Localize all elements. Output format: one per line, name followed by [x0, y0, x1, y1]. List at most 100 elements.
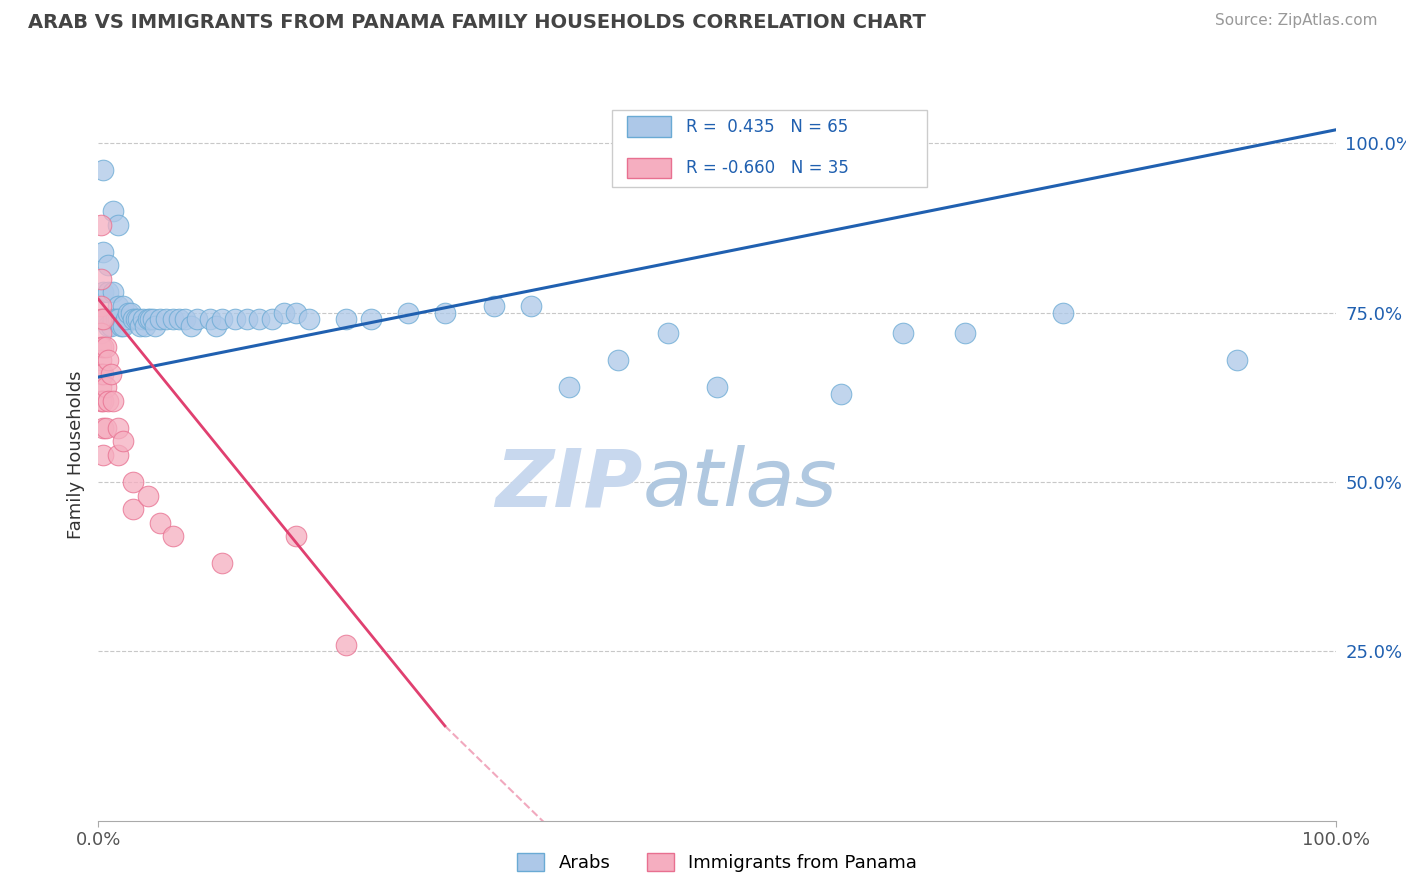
- Point: [97, 353, 120, 368]
- Point: [90, 340, 112, 354]
- Point: [273, 306, 295, 320]
- Point: [396, 306, 419, 320]
- Point: [211, 556, 233, 570]
- Point: [104, 312, 127, 326]
- Point: [97, 285, 120, 300]
- Point: [139, 312, 162, 326]
- Point: [97, 319, 120, 334]
- Point: [607, 353, 630, 368]
- Point: [484, 299, 506, 313]
- Point: [93, 285, 115, 300]
- Point: [94, 380, 117, 394]
- Point: [706, 380, 728, 394]
- Point: [136, 489, 159, 503]
- FancyBboxPatch shape: [612, 111, 928, 187]
- Point: [93, 421, 115, 435]
- Point: [129, 319, 152, 334]
- Point: [110, 319, 132, 334]
- Point: [335, 312, 357, 326]
- Point: [114, 312, 136, 326]
- Point: [136, 312, 159, 326]
- Text: atlas: atlas: [643, 445, 838, 524]
- Point: [93, 163, 115, 178]
- Point: [94, 312, 117, 326]
- Point: [112, 299, 135, 313]
- Point: [155, 312, 177, 326]
- Point: [335, 638, 357, 652]
- Point: [93, 312, 115, 326]
- Point: [120, 306, 142, 320]
- Point: [90, 326, 112, 340]
- Point: [433, 306, 456, 320]
- Point: [247, 312, 270, 326]
- Point: [149, 312, 172, 326]
- Point: [107, 448, 129, 462]
- Point: [520, 299, 543, 313]
- Point: [360, 312, 382, 326]
- Point: [162, 529, 184, 543]
- Legend: Arabs, Immigrants from Panama: Arabs, Immigrants from Panama: [508, 844, 927, 881]
- Point: [103, 312, 125, 326]
- Point: [90, 380, 112, 394]
- Point: [97, 393, 120, 408]
- Point: [198, 312, 221, 326]
- Point: [90, 218, 112, 232]
- Point: [205, 319, 228, 334]
- Point: [107, 312, 129, 326]
- Point: [100, 319, 122, 334]
- Point: [90, 299, 112, 313]
- Point: [149, 516, 172, 530]
- Point: [167, 312, 190, 326]
- Point: [122, 312, 145, 326]
- Point: [122, 475, 145, 489]
- Point: [211, 312, 233, 326]
- Point: [93, 244, 115, 259]
- Point: [891, 326, 914, 340]
- Point: [103, 204, 125, 219]
- FancyBboxPatch shape: [627, 116, 671, 136]
- Point: [93, 393, 115, 408]
- Text: Source: ZipAtlas.com: Source: ZipAtlas.com: [1215, 13, 1378, 29]
- FancyBboxPatch shape: [627, 158, 671, 178]
- Point: [107, 421, 129, 435]
- Text: R = -0.660   N = 35: R = -0.660 N = 35: [686, 159, 849, 178]
- Point: [174, 312, 197, 326]
- Point: [93, 312, 115, 326]
- Point: [134, 319, 156, 334]
- Point: [94, 340, 117, 354]
- Point: [107, 218, 129, 232]
- Point: [122, 502, 145, 516]
- Text: ZIP: ZIP: [495, 445, 643, 524]
- Point: [830, 387, 852, 401]
- Point: [224, 312, 246, 326]
- Point: [90, 272, 112, 286]
- Point: [90, 353, 112, 368]
- Point: [107, 299, 129, 313]
- Point: [103, 393, 125, 408]
- Point: [132, 312, 155, 326]
- Point: [93, 448, 115, 462]
- Point: [285, 529, 308, 543]
- Point: [127, 312, 149, 326]
- Point: [162, 312, 184, 326]
- Point: [100, 367, 122, 381]
- Point: [953, 326, 976, 340]
- Y-axis label: Family Households: Family Households: [66, 371, 84, 539]
- Point: [94, 421, 117, 435]
- Point: [285, 306, 308, 320]
- Point: [93, 340, 115, 354]
- Point: [124, 312, 146, 326]
- Point: [90, 312, 112, 326]
- Point: [298, 312, 321, 326]
- Point: [117, 306, 139, 320]
- Point: [236, 312, 259, 326]
- Point: [1226, 353, 1249, 368]
- Point: [180, 319, 202, 334]
- Point: [93, 367, 115, 381]
- Point: [260, 312, 283, 326]
- Point: [186, 312, 208, 326]
- Point: [1052, 306, 1074, 320]
- Point: [112, 434, 135, 449]
- Point: [142, 312, 165, 326]
- Text: R =  0.435   N = 65: R = 0.435 N = 65: [686, 118, 848, 136]
